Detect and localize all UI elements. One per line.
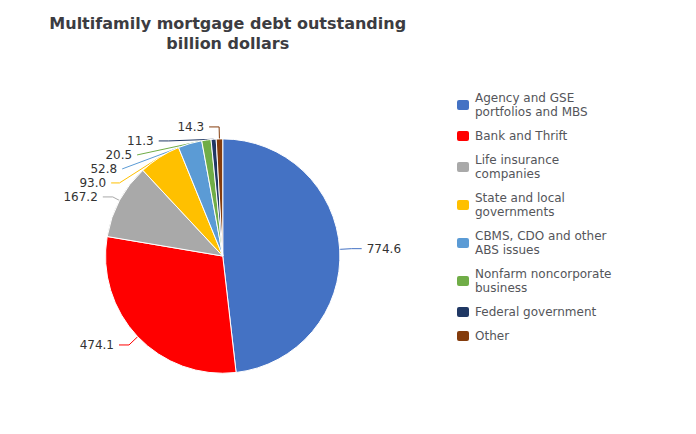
svg-text:business: business [475,281,527,295]
svg-text:billion dollars: billion dollars [166,34,289,53]
svg-text:Life insurance: Life insurance [475,153,559,167]
svg-text:governments: governments [475,205,554,219]
svg-text:11.3: 11.3 [127,134,154,148]
svg-text:portfolios and MBS: portfolios and MBS [475,105,588,119]
svg-text:20.5: 20.5 [105,148,132,162]
svg-text:Bank and Thrift: Bank and Thrift [475,129,568,143]
svg-text:474.1: 474.1 [80,338,114,352]
svg-text:ABS issues: ABS issues [475,243,540,257]
svg-text:State and local: State and local [475,191,565,205]
svg-text:Federal government: Federal government [475,305,597,319]
svg-text:Other: Other [475,329,509,343]
svg-text:14.3: 14.3 [177,120,204,134]
svg-text:52.8: 52.8 [90,162,117,176]
svg-text:Agency and GSE: Agency and GSE [475,91,574,105]
svg-text:Multifamily mortgage debt outs: Multifamily mortgage debt outstanding [49,14,406,33]
svg-text:93.0: 93.0 [79,176,106,190]
svg-text:CBMS, CDO and other: CBMS, CDO and other [475,229,607,243]
svg-text:167.2: 167.2 [63,190,97,204]
svg-text:companies: companies [475,167,540,181]
svg-text:774.6: 774.6 [367,242,401,256]
svg-text:Nonfarm noncorporate: Nonfarm noncorporate [475,267,612,281]
